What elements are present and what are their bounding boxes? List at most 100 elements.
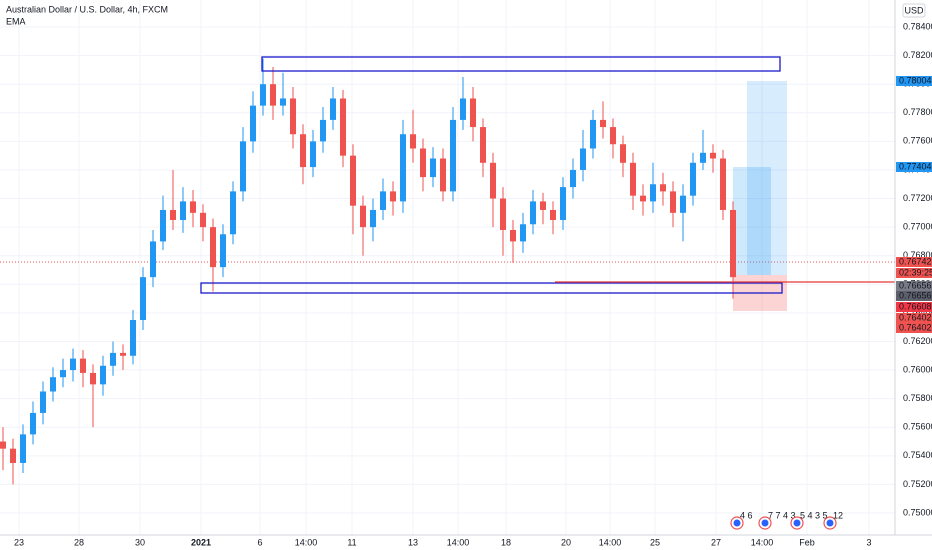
y-tick-label: 0.75000: [903, 507, 932, 517]
candle-body: [600, 119, 606, 128]
candle-body: [240, 141, 246, 192]
event-icon-inner: [826, 519, 834, 527]
currency-badge[interactable]: [902, 3, 926, 18]
price-tag-label: 0.77404: [899, 161, 932, 171]
candle-body: [0, 441, 6, 449]
candle-body: [660, 184, 666, 192]
candle-body: [450, 119, 456, 192]
candle-body: [500, 198, 506, 230]
candle-body: [560, 187, 566, 220]
candle-body: [160, 209, 166, 242]
candle-body: [480, 127, 486, 163]
candle-body: [330, 98, 336, 120]
x-tick-label: 28: [74, 537, 84, 547]
price-tag-label: 02:39:25: [899, 267, 932, 277]
candle-body: [410, 134, 416, 149]
x-tick-label: 11: [347, 537, 356, 547]
candle-body: [430, 158, 436, 178]
candle-body: [60, 370, 66, 378]
candle-body: [730, 209, 736, 278]
price-tag-label: 0.76608: [899, 301, 932, 311]
currency-label: USD: [904, 5, 924, 15]
price-tag: [896, 76, 932, 86]
candle-body: [440, 158, 446, 192]
candle-body: [590, 119, 596, 149]
x-tick-label: 14:00: [295, 537, 318, 547]
candle-body: [370, 209, 376, 228]
price-tag-label: 0.78004: [899, 75, 932, 85]
x-tick-label: 20: [561, 537, 571, 547]
candles: [0, 58, 736, 485]
candle-body: [350, 155, 356, 206]
x-tick-label: 14:00: [599, 537, 622, 547]
candle-body: [250, 105, 256, 142]
target-zone: [747, 81, 787, 275]
candle-body: [680, 195, 686, 213]
candle-body: [150, 241, 156, 278]
x-tick-label: 18: [501, 537, 511, 547]
price-tag: [896, 313, 932, 323]
candle-body: [570, 169, 576, 188]
target-zone: [733, 167, 771, 275]
candle-body: [340, 98, 346, 156]
candle-body: [290, 98, 296, 135]
candle-body: [540, 201, 546, 210]
support-box: [200, 282, 783, 294]
x-tick-label: 14:00: [447, 537, 470, 547]
candle-body: [100, 365, 106, 385]
candle-body: [110, 352, 116, 366]
event-count: 7 7 4 3: [768, 510, 796, 520]
price-tag: [896, 162, 932, 172]
x-tick-label: 6: [257, 537, 262, 547]
candle-body: [630, 162, 636, 196]
event-count: 5 4 3 5: [800, 510, 828, 520]
candle-body: [300, 134, 306, 168]
candle-body: [230, 191, 236, 235]
x-tick-label: 30: [135, 537, 145, 547]
x-tick-label: 14:00: [751, 537, 774, 547]
event-icon-inner: [733, 519, 741, 527]
price-tag-label: 0.76656: [899, 290, 932, 300]
candle-body: [40, 391, 46, 413]
candle-body: [490, 162, 496, 199]
price-tag: [896, 323, 932, 333]
candle-body: [360, 205, 366, 228]
x-tick-label: 23: [14, 537, 24, 547]
candle-body: [270, 84, 276, 106]
candle-body: [650, 184, 656, 202]
candle-body: [510, 229, 516, 242]
candle-body: [710, 152, 716, 159]
x-tick-label: 25: [650, 537, 660, 547]
candle-body: [30, 412, 36, 435]
candle-body: [190, 201, 196, 213]
candle-body: [390, 191, 396, 202]
candle-body: [70, 358, 76, 371]
x-tick-label: Feb: [799, 537, 815, 547]
candle-body: [120, 352, 126, 356]
candle-body: [80, 358, 86, 373]
grid: [0, 0, 895, 535]
candle-body: [210, 227, 216, 268]
event-count: 4 6: [740, 510, 753, 520]
candle-body: [130, 320, 136, 356]
candle-body: [380, 191, 386, 210]
event-icon-inner: [793, 519, 801, 527]
event-count: 12: [833, 510, 843, 520]
candle-body: [50, 377, 56, 392]
price-tag: [896, 257, 932, 267]
candle-body: [420, 148, 426, 178]
